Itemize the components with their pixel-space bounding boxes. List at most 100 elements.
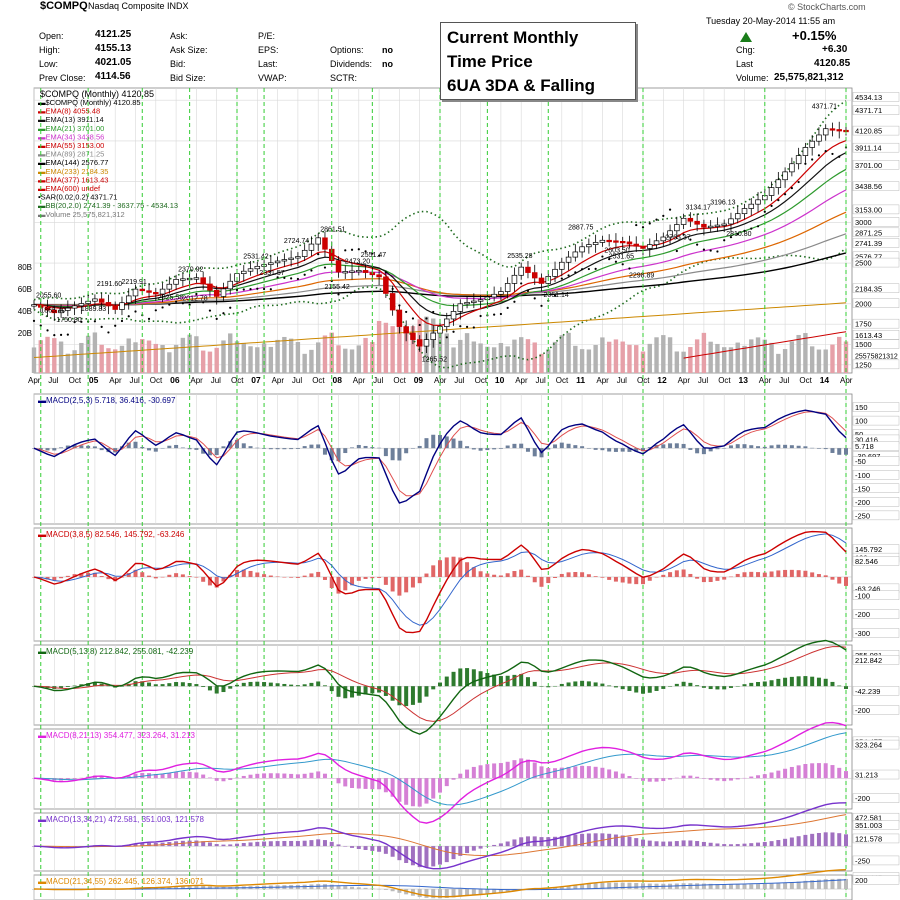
price-annotation: 2298.89 <box>629 272 654 279</box>
macd-histogram-bar <box>458 557 463 577</box>
macd-histogram-bar <box>153 842 158 847</box>
macd-histogram-bar <box>634 576 639 585</box>
macd-histogram-bar <box>79 445 84 449</box>
macd-histogram-bar <box>363 778 368 789</box>
volume-bar <box>573 345 578 373</box>
legend-entry: ▬EMA(233) 2184.35 <box>38 167 108 176</box>
x-tick-label: 09 <box>414 375 424 385</box>
symbol[interactable]: $COMPQ <box>40 0 88 12</box>
macd-histogram-bar <box>823 678 828 687</box>
volume-bar <box>194 336 199 373</box>
candle-body <box>795 155 802 165</box>
macd-histogram-bar <box>715 778 720 781</box>
x-tick-label: Jul <box>698 376 708 385</box>
macd-histogram-bar <box>789 766 794 779</box>
macd-axis-label-box <box>852 820 900 830</box>
macd-histogram-bar <box>553 836 558 847</box>
candle-body <box>274 260 281 264</box>
macd-histogram-bar <box>816 448 821 449</box>
volume-bar <box>451 347 456 373</box>
macd-histogram-bar <box>661 778 666 782</box>
sar-dot <box>838 155 841 158</box>
macd-histogram-bar <box>559 442 564 449</box>
macd-histogram-bar <box>681 443 686 449</box>
price-axis-label: 1250 <box>855 360 872 369</box>
sar-dot <box>465 325 469 328</box>
macd-histogram-bar <box>343 886 348 890</box>
macd-histogram-bar <box>309 444 314 449</box>
sar-dot <box>777 199 780 202</box>
macd-histogram-bar <box>241 843 246 847</box>
volume-bar <box>79 342 84 373</box>
macd-histogram-bar <box>322 448 327 455</box>
volume-bar <box>403 333 409 373</box>
candle-body <box>728 218 734 225</box>
sar-dot <box>222 312 225 315</box>
sar-dot <box>662 214 665 217</box>
sar-dot <box>344 249 347 252</box>
volume-bar <box>789 341 795 373</box>
macd-axis-label: 323.264 <box>855 741 882 750</box>
dividends-label: Dividends: <box>330 59 373 69</box>
sar-dot <box>364 250 367 253</box>
price-annotation: 2191.60 <box>97 281 122 288</box>
macd-histogram-bar <box>377 778 382 790</box>
candle-body <box>457 303 464 312</box>
macd-histogram-bar <box>214 576 219 588</box>
brand[interactable]: © StockCharts.com <box>788 2 866 12</box>
candle-body <box>511 274 518 284</box>
macd-histogram-bar <box>580 833 585 847</box>
candle-body <box>335 260 342 273</box>
macd-histogram-bar <box>228 441 233 449</box>
macd-histogram-bar <box>444 436 449 449</box>
macd-histogram-bar <box>194 840 199 847</box>
macd-histogram-bar <box>803 880 808 890</box>
sar-dot <box>425 317 428 320</box>
macd-histogram-bar <box>701 778 706 779</box>
macd-histogram-bar <box>404 778 409 805</box>
price-axis-label: 4371.71 <box>855 106 882 115</box>
macd-histogram-bar <box>336 686 341 697</box>
macd-histogram-bar <box>566 885 571 890</box>
macd-histogram-bar <box>701 576 706 583</box>
volume-bar <box>816 349 822 373</box>
macd-histogram-bar <box>377 846 382 852</box>
candle-body <box>153 292 159 295</box>
macd-histogram-bar <box>262 448 267 449</box>
macd-histogram-bar <box>701 448 706 455</box>
macd-histogram-bar <box>620 773 625 779</box>
candle-body <box>78 303 85 307</box>
x-tick-label: 06 <box>170 375 180 385</box>
macd-histogram-bar <box>262 682 267 687</box>
macd-histogram-bar <box>756 446 761 449</box>
macd-histogram-bar <box>356 576 361 581</box>
volume-bar <box>72 350 77 373</box>
macd-histogram-bar <box>444 778 449 787</box>
macd-histogram-bar <box>180 771 185 779</box>
candle-body <box>579 246 585 253</box>
macd-histogram-bar <box>715 884 720 890</box>
macd-histogram-bar <box>715 686 720 690</box>
macd-histogram-bar <box>174 573 179 577</box>
candle-body <box>146 290 152 293</box>
sar-dot <box>249 288 252 291</box>
price-axis-label: 2500 <box>855 259 872 268</box>
macd-histogram-bar <box>634 778 639 779</box>
sar-dot <box>391 287 394 290</box>
volume-bar <box>261 343 267 373</box>
macd-histogram-bar <box>810 572 815 577</box>
macd-histogram-bar <box>783 677 788 687</box>
quote-header: $COMPQ Nasdaq Composite INDX Tuesday 20-… <box>0 0 900 88</box>
macd-histogram-bar <box>126 442 131 449</box>
macd-histogram-bar <box>465 446 470 449</box>
macd-histogram-bar <box>214 448 219 456</box>
legend-entry: ▬BB(20,2.0) 2741.39 - 3637.75 - 4534.13 <box>38 201 178 210</box>
macd-histogram-bar <box>275 576 280 577</box>
macd-histogram-bar <box>613 882 618 890</box>
macd-histogram-bar <box>525 759 530 779</box>
eps-label: EPS: <box>258 45 279 55</box>
macd-histogram-bar <box>566 443 571 449</box>
price-annotation: 2531.65 <box>609 253 634 260</box>
macd-histogram-bar <box>289 840 294 847</box>
macd-histogram-bar <box>762 774 767 779</box>
